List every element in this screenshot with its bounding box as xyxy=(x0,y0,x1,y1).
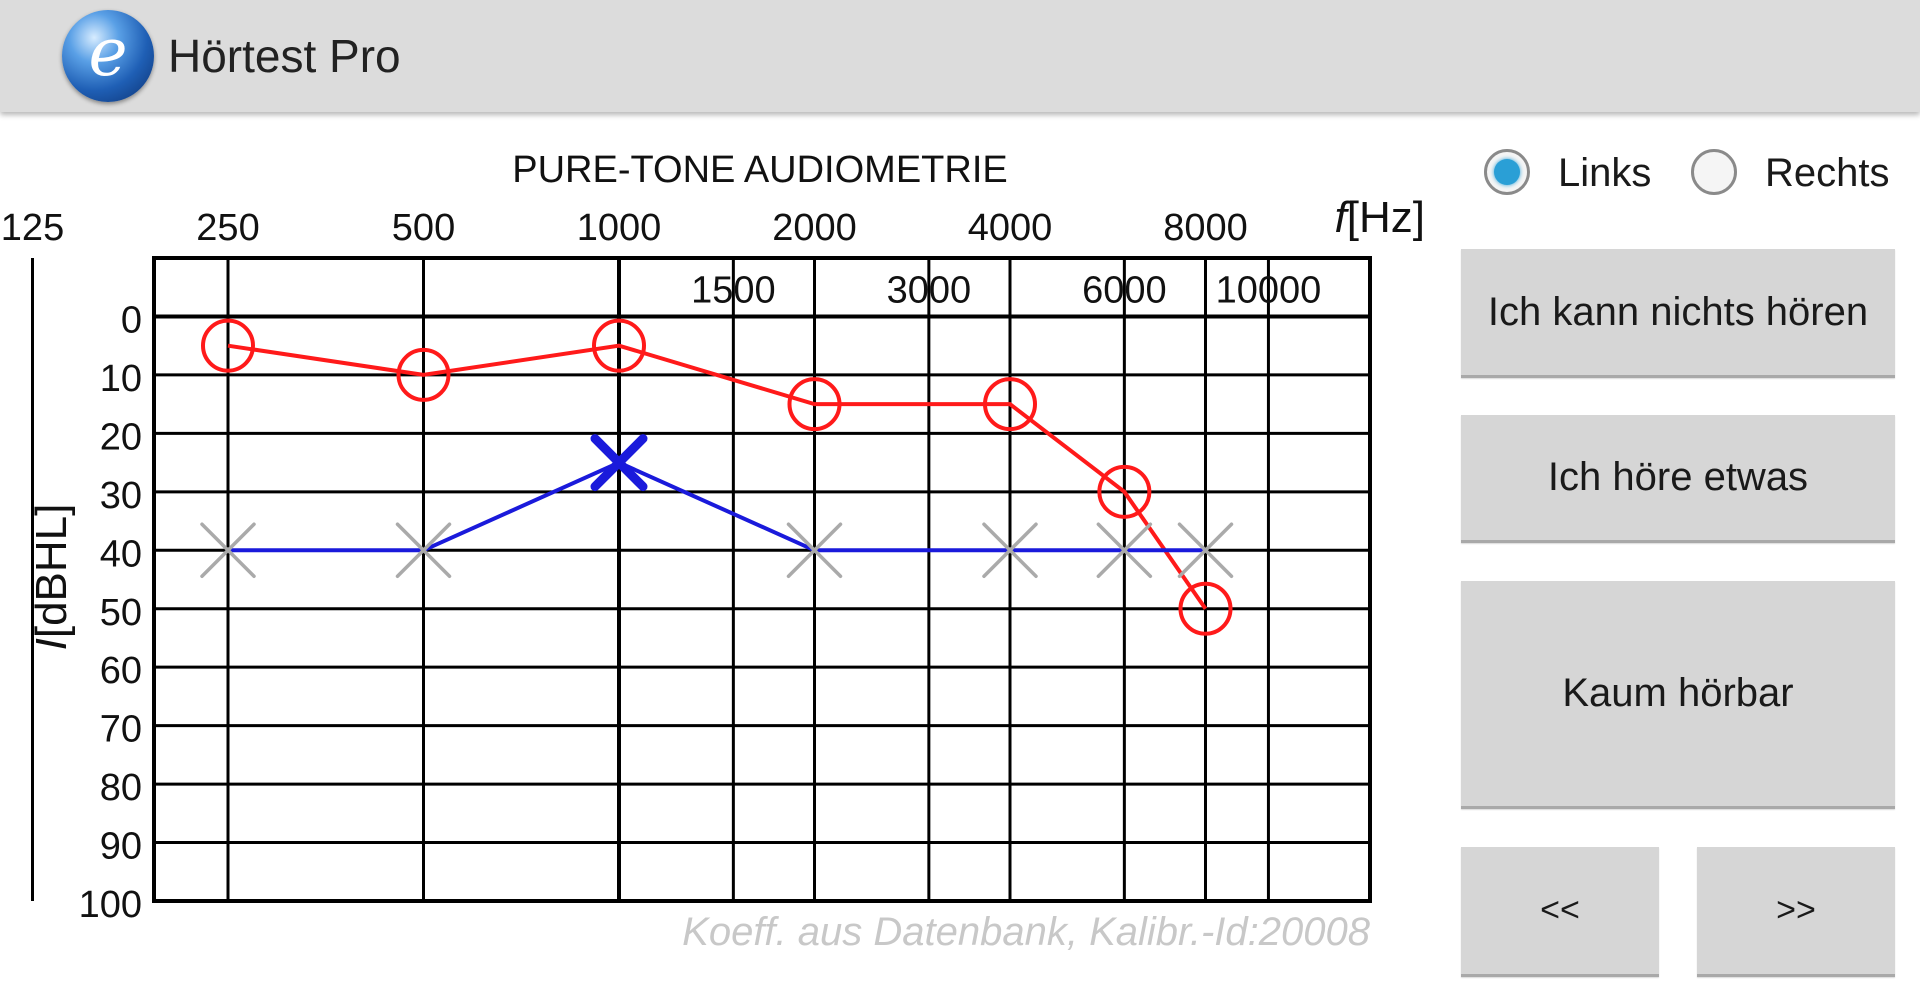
hear-something-button[interactable]: Ich höre etwas xyxy=(1461,415,1895,543)
radio-left-label[interactable]: Links xyxy=(1558,151,1652,195)
y-tick-label: 40 xyxy=(100,533,142,575)
audiogram-chart[interactable]: 0 10 20 30 40 50 60 70 80 90 100 125 250 500 1000 2000 4… xyxy=(0,112,1440,972)
y-tick-label: 20 xyxy=(100,416,142,458)
active-cross-marker xyxy=(590,434,648,492)
y-tick-label: 80 xyxy=(100,767,142,809)
x-tick-label-top: 1000 xyxy=(577,207,662,249)
cross-marker xyxy=(200,522,256,579)
x-tick-label-top: 8000 xyxy=(1163,207,1248,249)
e-logo-icon: e xyxy=(88,14,128,91)
y-tick-label: 60 xyxy=(100,650,142,692)
series-line xyxy=(228,460,1206,553)
radio-left-ear[interactable] xyxy=(1484,149,1530,195)
y-tick-label: 50 xyxy=(100,592,142,634)
previous-button[interactable]: << xyxy=(1461,847,1659,977)
cross-stroke xyxy=(1177,522,1234,579)
cross-marker xyxy=(982,522,1038,579)
x-tick-label-inner: 10000 xyxy=(1216,269,1322,311)
cross-marker xyxy=(786,522,843,579)
x-tick-label-inner: 1500 xyxy=(691,269,776,311)
y-tick-label: 30 xyxy=(100,475,142,517)
cross-stroke xyxy=(982,522,1038,579)
cross-marker xyxy=(1177,522,1234,579)
x-tick-label-inner: 6000 xyxy=(1082,269,1167,311)
y-axis-label: I[dBHL] xyxy=(27,504,76,651)
x-tick-label-inner: 3000 xyxy=(887,269,972,311)
circle-marker xyxy=(983,377,1037,432)
chart-title: PURE-TONE AUDIOMETRIE xyxy=(512,149,1007,191)
calibration-footnote: Koeff. aus Datenbank, Kalibr.-Id:20008 xyxy=(682,910,1371,954)
cross-stroke xyxy=(590,434,648,492)
circle-marker xyxy=(787,377,842,432)
barely-audible-button[interactable]: Kaum hörbar xyxy=(1461,581,1895,809)
cross-stroke xyxy=(200,522,256,579)
app-title: Hörtest Pro xyxy=(168,30,401,82)
y-tick-label: 70 xyxy=(100,709,142,751)
radio-right-ear[interactable] xyxy=(1691,149,1737,195)
y-tick-label: 100 xyxy=(79,884,142,926)
cross-stroke xyxy=(1096,522,1153,579)
x-tick-label-top: 125 xyxy=(1,207,64,249)
circle-marker xyxy=(396,347,451,402)
x-axis-label: f[Hz] xyxy=(1335,193,1425,242)
y-tick-label: 10 xyxy=(100,358,142,400)
circle-marker xyxy=(1178,581,1233,636)
circle-marker xyxy=(1097,464,1152,519)
app-logo-icon[interactable]: e xyxy=(62,10,154,102)
y-tick-label: 0 xyxy=(121,299,142,341)
cross-marker xyxy=(395,522,452,579)
y-tick-label: 90 xyxy=(100,826,142,868)
app-bar: e Hörtest Pro xyxy=(0,0,1920,112)
cross-stroke xyxy=(395,522,452,579)
x-tick-label-top: 4000 xyxy=(968,207,1053,249)
next-button[interactable]: >> xyxy=(1697,847,1895,977)
radio-right-label[interactable]: Rechts xyxy=(1765,151,1890,195)
x-tick-label-top: 500 xyxy=(392,207,455,249)
x-tick-label-top: 250 xyxy=(196,207,259,249)
cross-stroke xyxy=(786,522,843,579)
circle-marker xyxy=(201,318,255,373)
cross-marker xyxy=(1096,522,1153,579)
series-line xyxy=(227,343,1208,610)
circle-marker xyxy=(592,318,646,373)
ear-selector: Links Rechts xyxy=(1480,147,1900,203)
cant-hear-button[interactable]: Ich kann nichts hören xyxy=(1461,249,1895,378)
x-tick-label-top: 2000 xyxy=(772,207,857,249)
